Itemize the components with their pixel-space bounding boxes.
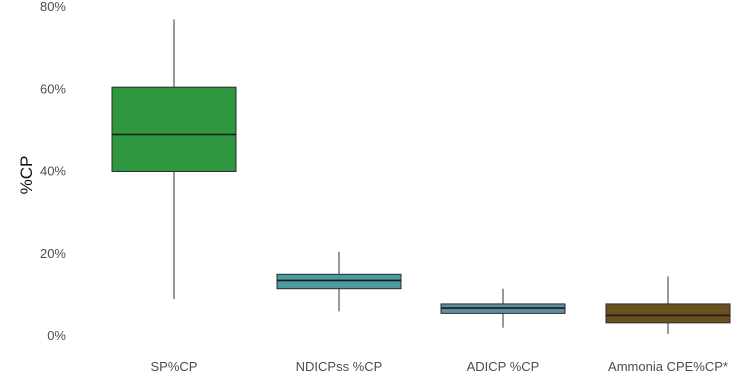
y-tick-label: 40% — [40, 164, 66, 179]
y-axis-ticks: 0% 20% 40% 60% 80% — [40, 0, 66, 343]
y-tick-label: 0% — [47, 328, 66, 343]
x-tick-label: Ammonia CPE%CP* — [608, 359, 728, 374]
x-tick-label: SP%CP — [151, 359, 198, 374]
box-group — [111, 19, 237, 299]
box-group — [276, 251, 402, 312]
x-tick-label: NDICPss %CP — [296, 359, 383, 374]
iqr-box — [605, 303, 731, 324]
x-axis-ticks: SP%CP NDICPss %CP ADICP %CP Ammonia CPE%CP* — [151, 359, 728, 374]
y-axis-title: %CP — [17, 156, 36, 195]
box-group — [440, 288, 566, 328]
y-tick-label: 60% — [40, 81, 66, 96]
iqr-box — [111, 86, 237, 172]
x-tick-label: ADICP %CP — [467, 359, 540, 374]
iqr-box — [276, 273, 402, 290]
y-tick-label: 80% — [40, 0, 66, 14]
box-group — [605, 276, 731, 334]
y-tick-label: 20% — [40, 246, 66, 261]
boxes — [111, 19, 731, 334]
